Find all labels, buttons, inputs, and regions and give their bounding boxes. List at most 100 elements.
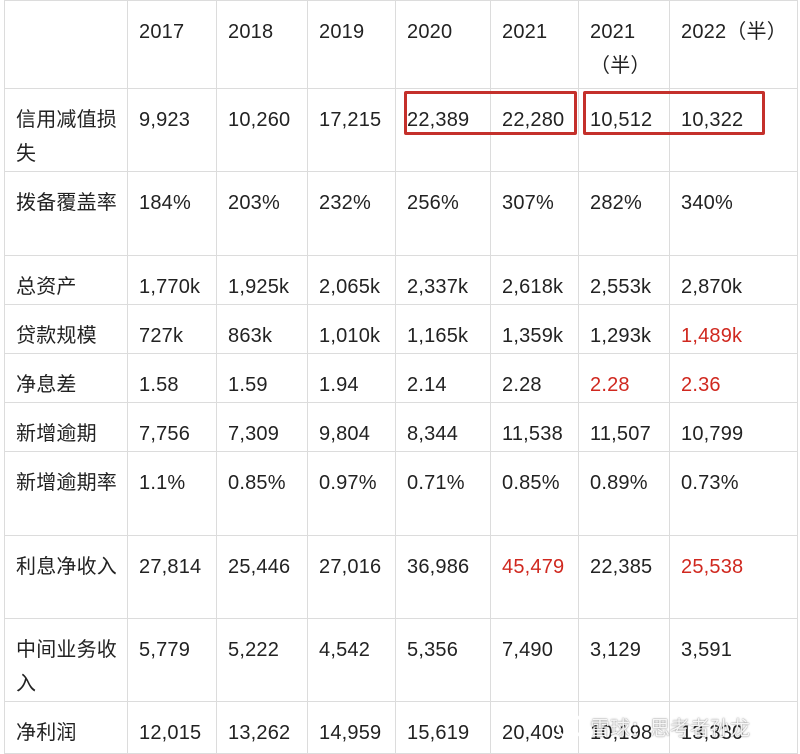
table-cell: 2,337k bbox=[395, 255, 491, 305]
table-cell: 11,507 bbox=[578, 402, 670, 452]
table-cell: 1,925k bbox=[216, 255, 308, 305]
watermark: 雪球：思考者孙龙 bbox=[556, 706, 750, 746]
table-row: 新增逾期率 1.1% 0.85% 0.97% 0.71% 0.85% 0.89%… bbox=[4, 451, 798, 536]
row-label: 中间业务收入 bbox=[4, 618, 128, 702]
table-row: 利息净收入 27,814 25,446 27,016 36,986 45,479… bbox=[4, 535, 798, 619]
table-cell: 17,215 bbox=[307, 88, 396, 172]
table-cell: 203% bbox=[216, 171, 308, 256]
table-cell: 13,330 bbox=[669, 701, 798, 754]
row-label: 信用减值损失 bbox=[4, 88, 128, 172]
table-cell: 10,322 bbox=[669, 88, 798, 172]
row-label: 利息净收入 bbox=[4, 535, 128, 619]
table-cell: 2,870k bbox=[669, 255, 798, 305]
table-cell: 5,222 bbox=[216, 618, 308, 702]
table-cell: 0.85% bbox=[490, 451, 579, 536]
row-label: 贷款规模 bbox=[4, 304, 128, 354]
table-cell: 0.71% bbox=[395, 451, 491, 536]
table-cell: 3,591 bbox=[669, 618, 798, 702]
column-header: 2019 bbox=[307, 0, 396, 89]
table-cell: 1.59 bbox=[216, 353, 308, 403]
table-cell: 307% bbox=[490, 171, 579, 256]
table-cell: 14,959 bbox=[307, 701, 396, 754]
row-label: 净利润 bbox=[4, 701, 128, 754]
table-cell: 10,512 bbox=[578, 88, 670, 172]
table-cell: 0.89% bbox=[578, 451, 670, 536]
table-cell: 25,538 bbox=[669, 535, 798, 619]
table-cell: 36,986 bbox=[395, 535, 491, 619]
corner-cell bbox=[4, 0, 128, 89]
table-row: 中间业务收入 5,779 5,222 4,542 5,356 7,490 3,1… bbox=[4, 618, 798, 702]
table-cell: 11,538 bbox=[490, 402, 579, 452]
table-cell: 13,262 bbox=[216, 701, 308, 754]
table-row: 净息差 1.58 1.59 1.94 2.14 2.28 2.28 2.36 bbox=[4, 353, 798, 403]
data-table: 2017 2018 2019 2020 2021 2021（半） 2022（半）… bbox=[4, 0, 798, 754]
column-header: 2022（半） bbox=[669, 0, 798, 89]
table-cell: 4,542 bbox=[307, 618, 396, 702]
table-cell: 2.14 bbox=[395, 353, 491, 403]
table-row: 新增逾期 7,756 7,309 9,804 8,344 11,538 11,5… bbox=[4, 402, 798, 452]
table-cell: 184% bbox=[127, 171, 217, 256]
column-header: 2021 bbox=[490, 0, 579, 89]
table-cell: 7,756 bbox=[127, 402, 217, 452]
table-cell: 0.97% bbox=[307, 451, 396, 536]
table-cell: 1,770k bbox=[127, 255, 217, 305]
table-cell: 1,293k bbox=[578, 304, 670, 354]
table-cell: 10,260 bbox=[216, 88, 308, 172]
table-cell: 1.58 bbox=[127, 353, 217, 403]
watermark-text: 雪球：思考者孙龙 bbox=[590, 717, 750, 740]
table-cell: 1.94 bbox=[307, 353, 396, 403]
table-cell: 2.28 bbox=[578, 353, 670, 403]
column-header: 2018 bbox=[216, 0, 308, 89]
table-cell: 27,814 bbox=[127, 535, 217, 619]
highlight-box-2020-2021 bbox=[404, 91, 577, 135]
table-cell: 2.28 bbox=[490, 353, 579, 403]
table-row: 拨备覆盖率 184% 203% 232% 256% 307% 282% 340% bbox=[4, 171, 798, 256]
table-cell: 15,619 bbox=[395, 701, 491, 754]
table-cell: 7,309 bbox=[216, 402, 308, 452]
table-cell: 1,010k bbox=[307, 304, 396, 354]
row-label: 总资产 bbox=[4, 255, 128, 305]
row-label: 拨备覆盖率 bbox=[4, 171, 128, 256]
row-label: 新增逾期率 bbox=[4, 451, 128, 536]
table-cell: 10,799 bbox=[669, 402, 798, 452]
highlight-box-half-year bbox=[583, 91, 765, 135]
column-header: 2020 bbox=[395, 0, 491, 89]
table-cell: 5,779 bbox=[127, 618, 217, 702]
table-cell: 22,280 bbox=[490, 88, 579, 172]
snowball-logo-icon bbox=[556, 712, 584, 740]
table-cell: 0.73% bbox=[669, 451, 798, 536]
column-header: 2021（半） bbox=[578, 0, 670, 89]
table-cell: 863k bbox=[216, 304, 308, 354]
table-cell: 9,923 bbox=[127, 88, 217, 172]
table-cell: 12,015 bbox=[127, 701, 217, 754]
table-cell: 3,129 bbox=[578, 618, 670, 702]
table-cell: 2.36 bbox=[669, 353, 798, 403]
table-cell: 0.85% bbox=[216, 451, 308, 536]
table-cell: 20,409 bbox=[490, 701, 579, 754]
table-cell: 8,344 bbox=[395, 402, 491, 452]
table-cell: 727k bbox=[127, 304, 217, 354]
table-cell: 1,489k bbox=[669, 304, 798, 354]
table-cell: 1,165k bbox=[395, 304, 491, 354]
table-cell: 282% bbox=[578, 171, 670, 256]
row-label: 新增逾期 bbox=[4, 402, 128, 452]
table-row: 净利润 12,015 13,262 14,959 15,619 20,409 1… bbox=[4, 701, 798, 754]
table-cell: 9,804 bbox=[307, 402, 396, 452]
table-cell: 2,618k bbox=[490, 255, 579, 305]
row-label: 净息差 bbox=[4, 353, 128, 403]
table-row: 总资产 1,770k 1,925k 2,065k 2,337k 2,618k 2… bbox=[4, 255, 798, 305]
table-cell: 5,356 bbox=[395, 618, 491, 702]
table-cell: 256% bbox=[395, 171, 491, 256]
table-cell: 340% bbox=[669, 171, 798, 256]
table-cell: 2,553k bbox=[578, 255, 670, 305]
column-header: 2017 bbox=[127, 0, 217, 89]
table-cell: 45,479 bbox=[490, 535, 579, 619]
header-row: 2017 2018 2019 2020 2021 2021（半） 2022（半） bbox=[4, 0, 798, 89]
table-row: 贷款规模 727k 863k 1,010k 1,165k 1,359k 1,29… bbox=[4, 304, 798, 354]
table-cell: 7,490 bbox=[490, 618, 579, 702]
table-cell: 1,359k bbox=[490, 304, 579, 354]
table-cell: 27,016 bbox=[307, 535, 396, 619]
table-cell: 22,385 bbox=[578, 535, 670, 619]
table-cell: 25,446 bbox=[216, 535, 308, 619]
table-cell: 2,065k bbox=[307, 255, 396, 305]
